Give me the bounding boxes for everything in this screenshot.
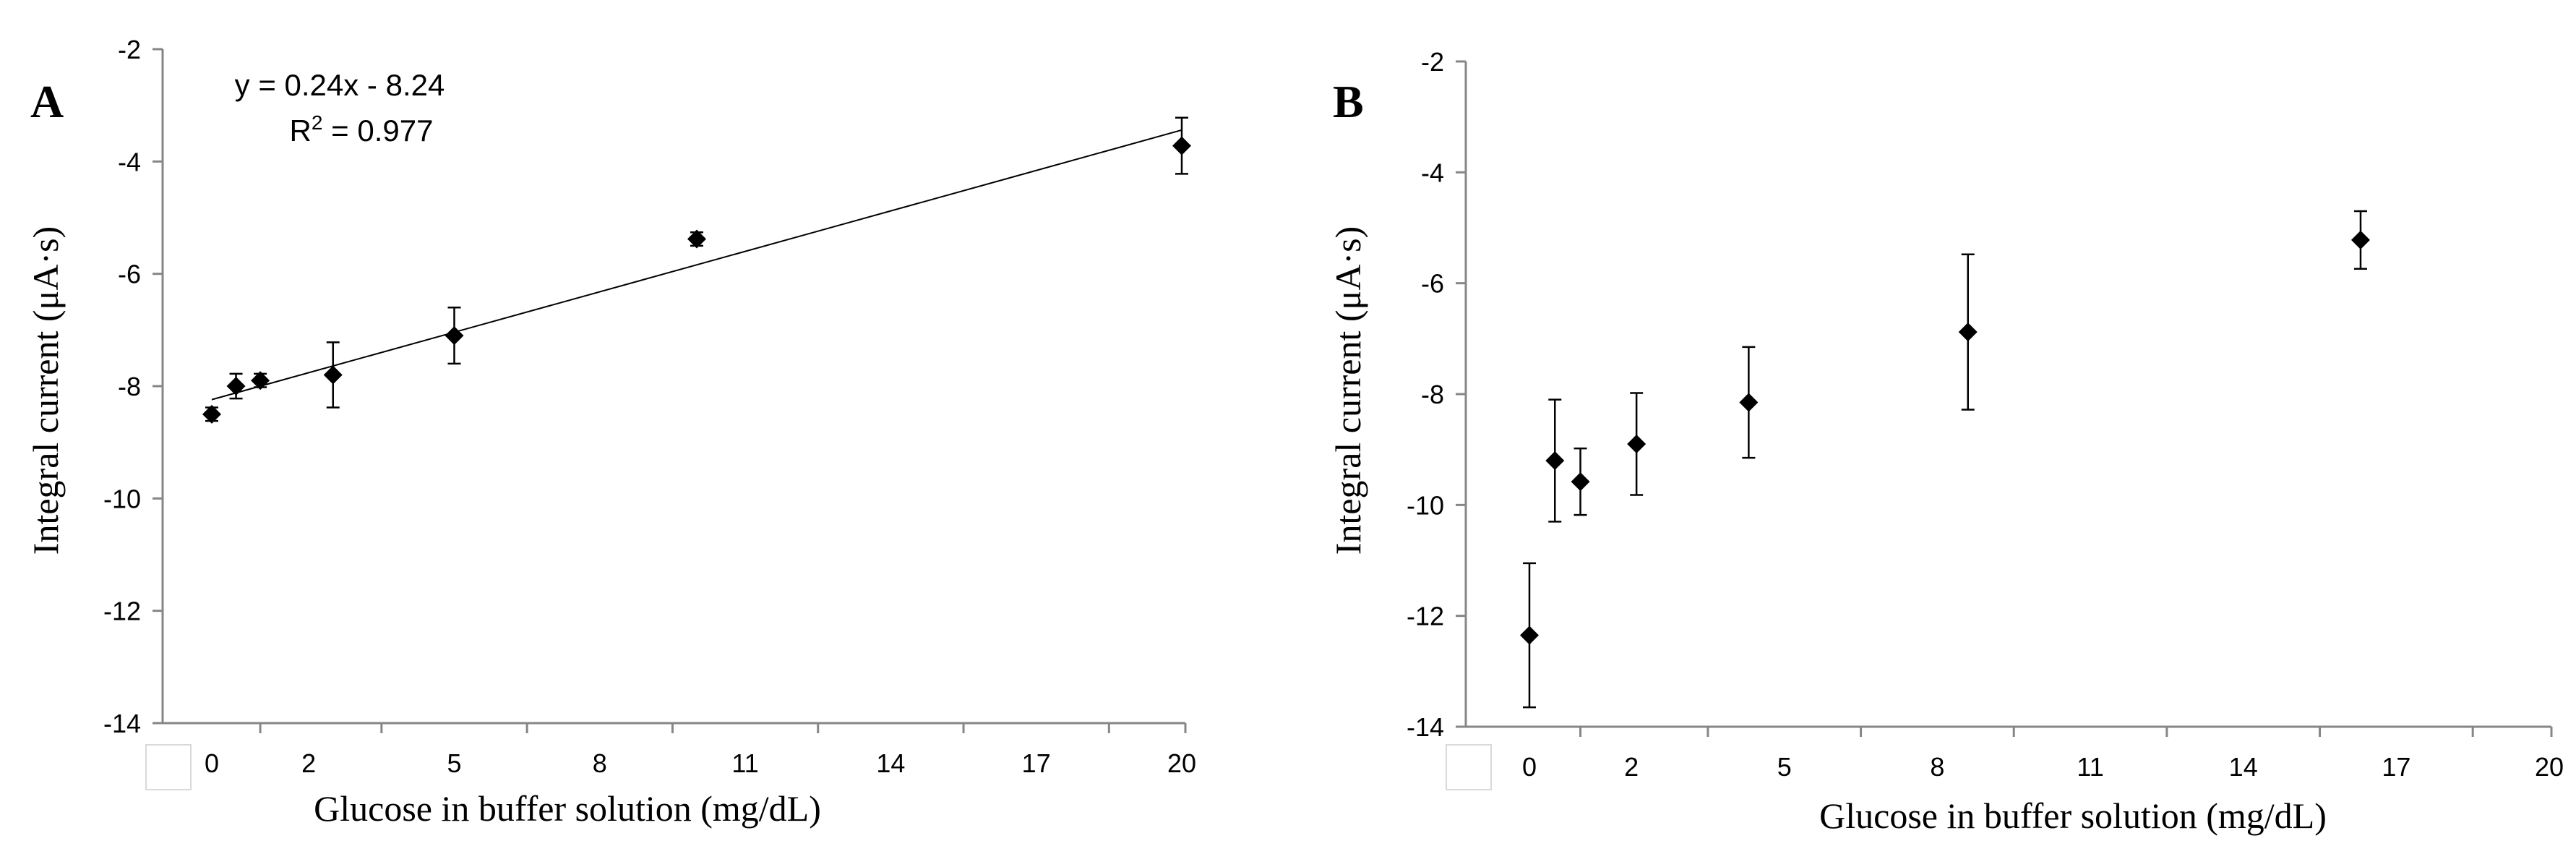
data-point-a xyxy=(323,365,343,385)
r-squared-prefix: R xyxy=(290,114,312,148)
data-point-a xyxy=(1172,136,1191,155)
x-tick-label-a: 20 xyxy=(1167,748,1196,778)
y-tick-label-b: -6 xyxy=(1421,269,1444,299)
data-point-b xyxy=(1739,393,1759,412)
r-squared-label: R2 = 0.977 xyxy=(290,111,434,148)
data-point-b xyxy=(1958,323,1978,342)
data-point-b xyxy=(1571,472,1590,492)
y-tick-label-a: -4 xyxy=(118,147,141,176)
y-tick-label-a: -2 xyxy=(118,35,141,64)
trendline-equation: y = 0.24x - 8.24 xyxy=(235,68,445,102)
x-tick-label-b: 5 xyxy=(1777,752,1792,782)
x-tick-label-a: 14 xyxy=(876,748,905,778)
x-axis-label-b: Glucose in buffer solution (mg/dL) xyxy=(1819,795,2327,836)
x-tick-label-b: 0 xyxy=(1522,752,1537,782)
x-tick-label-a: 0 xyxy=(205,748,219,778)
chart-panel-a: A Integral current (μA·s) Glucose in buf… xyxy=(25,35,1196,829)
data-point-b xyxy=(2350,230,2370,249)
data-point-b xyxy=(1545,451,1565,470)
x-tick-label-b: 14 xyxy=(2229,752,2258,782)
legend-placeholder-box-b xyxy=(1446,744,1492,790)
x-axis-label-a: Glucose in buffer solution (mg/dL) xyxy=(314,788,821,829)
legend-placeholder-box-a xyxy=(145,744,192,790)
data-point-a xyxy=(226,377,246,396)
y-axis-label-b: Integral current (μA·s) xyxy=(1328,226,1368,555)
y-tick-label-b: -4 xyxy=(1421,158,1444,187)
data-point-a xyxy=(445,326,464,346)
x-tick-label-b: 20 xyxy=(2535,752,2564,782)
data-point-b xyxy=(1627,435,1647,453)
y-tick-label-a: -10 xyxy=(103,484,141,513)
x-tick-label-a: 2 xyxy=(301,748,316,778)
data-point-a xyxy=(687,229,706,249)
x-tick-label-a: 8 xyxy=(593,748,607,778)
y-tick-label-b: -12 xyxy=(1407,602,1444,631)
y-tick-label-a: -8 xyxy=(118,372,141,401)
y-tick-label-a: -14 xyxy=(103,709,141,738)
data-point-b xyxy=(1520,625,1539,645)
y-tick-label-b: -14 xyxy=(1407,712,1444,742)
x-tick-label-b: 11 xyxy=(2077,752,2103,782)
panel-label-a: A xyxy=(30,76,64,127)
y-tick-label-b: -8 xyxy=(1421,380,1444,409)
trendline-a xyxy=(211,129,1182,401)
chart-panel-b: B Integral current (μA·s) Glucose in buf… xyxy=(1328,47,2564,836)
x-tick-label-b: 8 xyxy=(1930,752,1944,782)
y-tick-label-a: -12 xyxy=(103,597,141,626)
x-tick-label-a: 11 xyxy=(731,748,758,778)
x-tick-label-b: 17 xyxy=(2382,752,2410,782)
data-point-a xyxy=(251,371,270,390)
y-axis-label-a: Integral current (μA·s) xyxy=(25,226,66,555)
panel-label-b: B xyxy=(1333,76,1364,127)
x-tick-label-b: 2 xyxy=(1624,752,1639,782)
data-point-a xyxy=(202,404,221,424)
x-tick-label-a: 5 xyxy=(447,748,461,778)
y-tick-label-a: -6 xyxy=(118,260,141,289)
x-tick-label-a: 17 xyxy=(1022,748,1051,778)
y-tick-label-b: -2 xyxy=(1421,47,1444,77)
y-tick-label-b: -10 xyxy=(1407,490,1444,520)
r-squared-sup: 2 xyxy=(312,111,323,134)
r-squared-suffix: = 0.977 xyxy=(322,114,433,148)
